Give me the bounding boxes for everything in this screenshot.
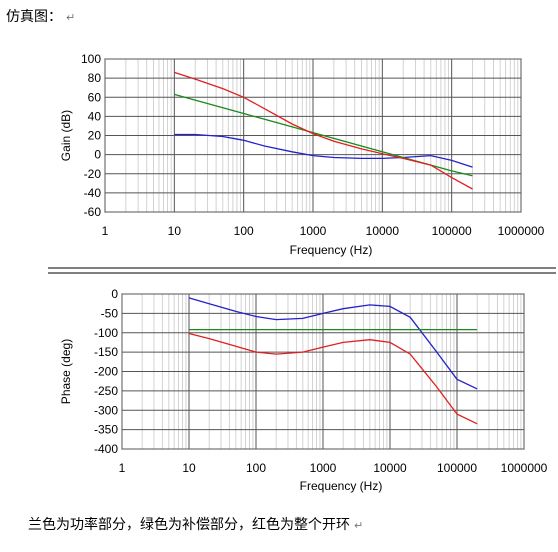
series-line	[188, 297, 478, 390]
x-tick-label: 100000	[437, 461, 477, 475]
y-tick-label: -350	[94, 423, 118, 437]
y-tick-label: -150	[94, 345, 118, 359]
y-tick-label: 60	[88, 90, 102, 104]
y-tick-label: -200	[94, 365, 118, 379]
y-axis-title: Gain (dB)	[59, 110, 73, 161]
x-tick-label: 1000	[310, 461, 337, 475]
x-axis-title: Frequency (Hz)	[290, 243, 373, 257]
x-tick-label: 10	[168, 224, 182, 238]
series-line	[188, 332, 478, 425]
x-tick-label: 10000	[373, 461, 407, 475]
y-tick-label: -300	[94, 403, 118, 417]
x-tick-label: 100	[234, 224, 254, 238]
y-tick-label: 100	[81, 52, 101, 66]
x-tick-label: 10	[182, 461, 196, 475]
y-tick-label: -250	[94, 384, 118, 398]
y-tick-label: -400	[94, 442, 118, 456]
caption-text: 兰色为功率部分，绿色为补偿部分，红色为整个开环	[28, 517, 350, 533]
page-heading: 仿真图： ↵	[6, 6, 75, 26]
x-tick-label: 100	[246, 461, 266, 475]
x-tick-label: 10000	[366, 224, 400, 238]
x-tick-label: 1000000	[501, 461, 548, 475]
caption: 兰色为功率部分，绿色为补偿部分，红色为整个开环 ↵	[28, 514, 363, 534]
x-tick-label: 1	[102, 224, 109, 238]
y-tick-label: 20	[88, 129, 102, 143]
chart-separator	[48, 267, 556, 274]
x-tick-label: 100000	[432, 224, 472, 238]
y-tick-label: 80	[88, 71, 102, 85]
y-tick-label: -100	[94, 326, 118, 340]
heading-text: 仿真图：	[6, 9, 62, 25]
x-tick-label: 1000	[300, 224, 327, 238]
x-tick-label: 1	[119, 461, 126, 475]
y-axis-title: Phase (deg)	[59, 339, 73, 404]
series-line	[174, 93, 473, 177]
x-tick-label: 1000000	[498, 224, 545, 238]
y-tick-label: -40	[84, 186, 102, 200]
y-tick-label: 0	[94, 148, 101, 162]
y-tick-label: -60	[84, 205, 102, 219]
y-tick-label: -20	[84, 167, 102, 181]
paragraph-mark-icon: ↵	[66, 11, 76, 24]
series-line	[174, 133, 473, 168]
gain-chart: 100 80 60 40 20 0 -20 -40 -601 10 100 1000 10000 1000…	[59, 52, 545, 257]
y-tick-label: 0	[111, 287, 118, 301]
y-tick-label: 40	[88, 109, 102, 123]
series-line	[174, 71, 473, 190]
paragraph-mark-icon: ↵	[354, 519, 364, 532]
x-axis-title: Frequency (Hz)	[300, 479, 383, 493]
y-tick-label: -50	[101, 306, 119, 320]
